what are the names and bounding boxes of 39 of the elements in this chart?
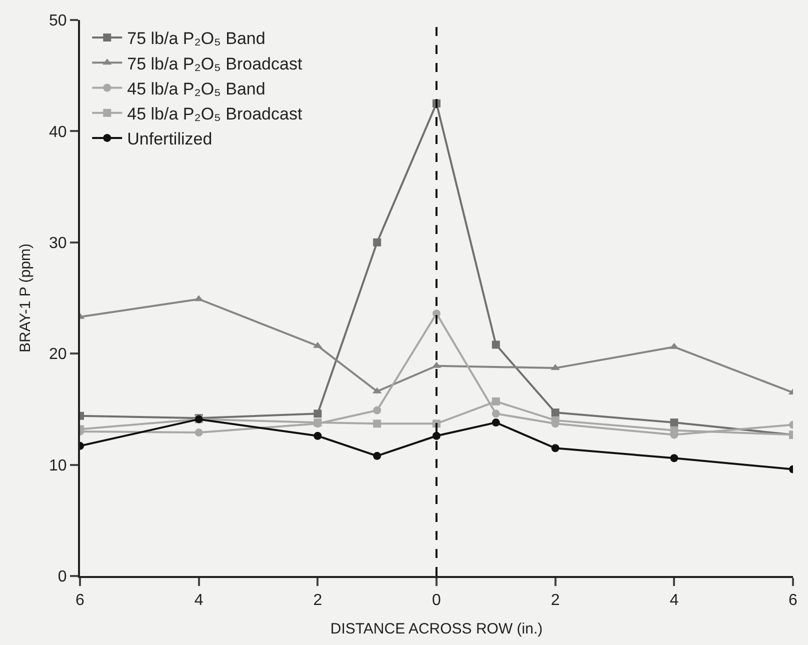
point [492, 397, 500, 406]
point [373, 238, 382, 246]
x-tick-label: 0 [432, 592, 442, 610]
point [492, 340, 500, 349]
point [373, 406, 382, 414]
legend-label: 45 lb/a P₂O₅ Band [127, 79, 266, 98]
legend-label: 75 lb/a P₂O₅ Band [127, 29, 266, 48]
point [314, 432, 322, 440]
x-tick-label: 6 [76, 592, 85, 610]
y-tick-label: 20 [49, 346, 67, 364]
legend-label: Unfertilized [127, 130, 212, 149]
y-tick-label: 30 [49, 235, 67, 252]
point [492, 418, 500, 427]
point [670, 454, 678, 462]
x-axis-title: DISTANCE ACROSS ROW (in.) [330, 620, 543, 638]
legend-label: 75 lb/a P₂O₅ Broadcast [127, 54, 302, 74]
y-tick-label: 50 [49, 12, 67, 30]
point [551, 444, 560, 452]
point [551, 416, 560, 424]
y-tick-label: 10 [49, 457, 67, 474]
y-axis-title: BRAY-1 P (ppm) [16, 244, 34, 352]
x-tick-label: 4 [670, 592, 679, 610]
point [670, 418, 678, 427]
x-tick-label: 2 [313, 592, 322, 610]
point [551, 408, 560, 417]
point [373, 420, 382, 428]
point [670, 426, 678, 434]
x-tick-label: 2 [550, 592, 560, 610]
y-tick-label: 40 [49, 124, 67, 141]
point [314, 410, 322, 418]
x-tick-label: 4 [194, 592, 204, 610]
point [194, 428, 203, 437]
point [432, 432, 440, 440]
point [492, 410, 500, 418]
point [432, 310, 440, 318]
x-tick-label: 6 [788, 592, 798, 610]
y-tick-label: 0 [58, 568, 67, 586]
legend-label: 45 lb/a P₂O₅ Broadcast [127, 104, 302, 124]
point [373, 452, 382, 460]
